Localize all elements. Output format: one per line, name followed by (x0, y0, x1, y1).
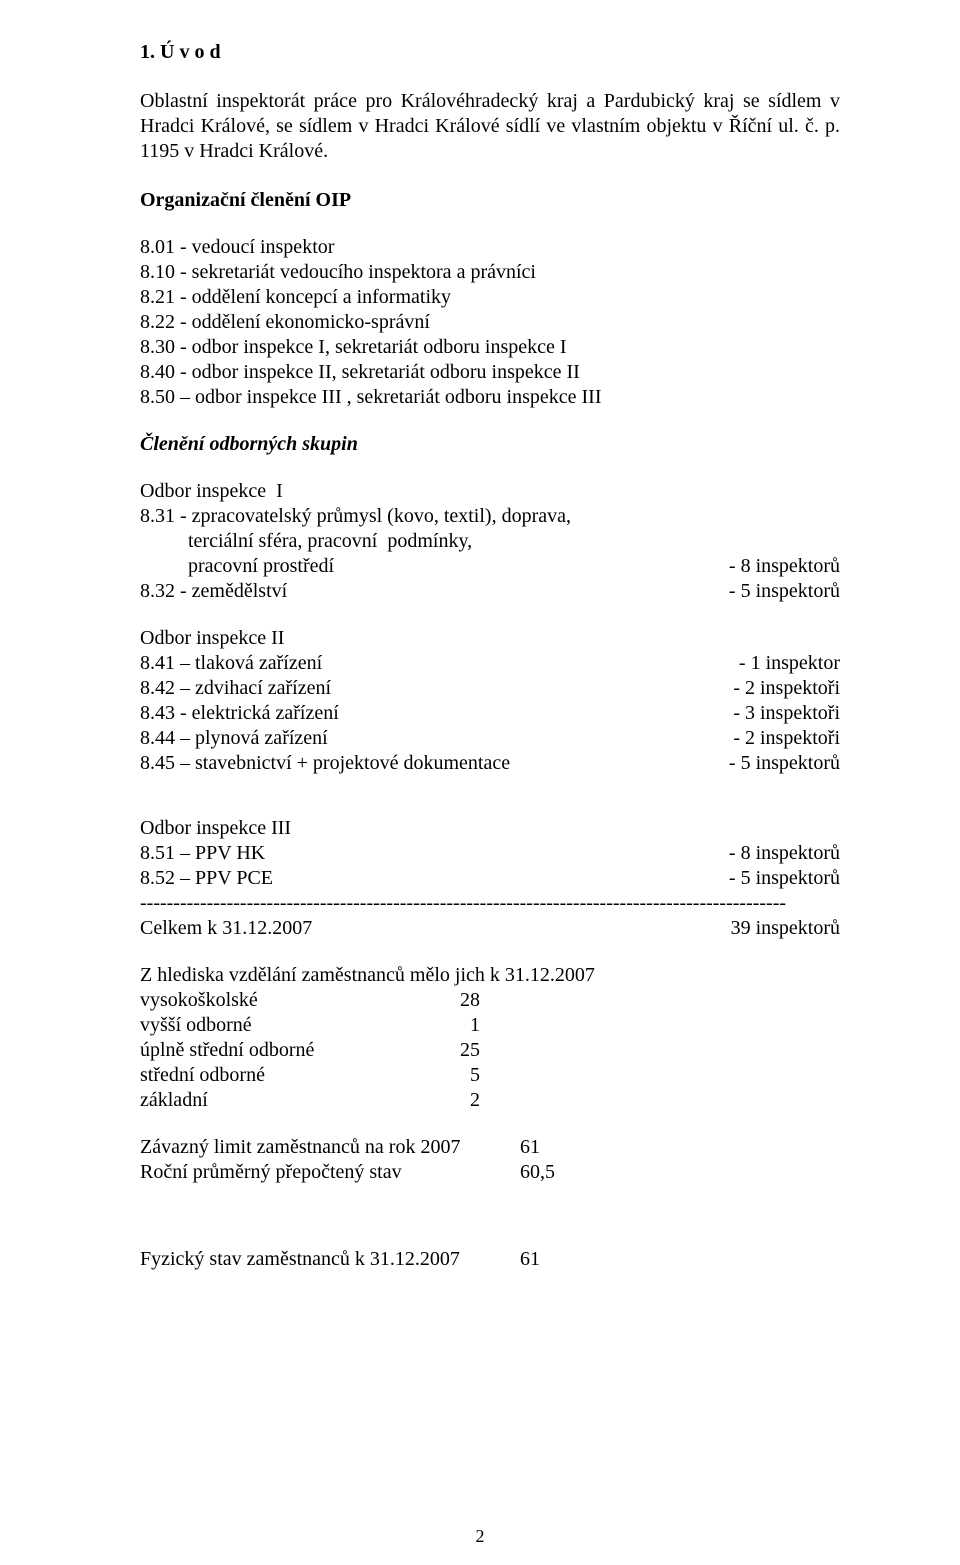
limit-value: 61 (520, 1135, 580, 1160)
edu-label: střední odborné (140, 1063, 420, 1088)
odbor-iii-title: Odbor inspekce III (140, 816, 840, 841)
edu-value: 25 (420, 1038, 480, 1063)
limit-label: Roční průměrný přepočtený stav (140, 1160, 520, 1185)
edu-value: 5 (420, 1063, 480, 1088)
row-left: 8.32 - zemědělství (140, 579, 729, 604)
limit-label: Závazný limit zaměstnanců na rok 2007 (140, 1135, 520, 1160)
odbor-ii-row: 8.42 – zdvihací zařízení - 2 inspektoři (140, 676, 840, 701)
row-right: - 8 inspektorů (729, 841, 840, 866)
physical-staff-row: Fyzický stav zaměstnanců k 31.12.2007 61 (140, 1247, 840, 1272)
odbor-i-line: 8.31 - zpracovatelský průmysl (kovo, tex… (140, 504, 840, 529)
row-right: - 2 inspektoři (733, 726, 840, 751)
row-right: - 8 inspektorů (729, 554, 840, 579)
table-row: vysokoškolské 28 (140, 988, 840, 1013)
row-left: 8.45 – stavebnictví + projektové dokumen… (140, 751, 729, 776)
total-left: Celkem k 31.12.2007 (140, 916, 731, 941)
org-line: 8.10 - sekretariát vedoucího inspektora … (140, 260, 840, 285)
row-left: 8.52 – PPV PCE (140, 866, 729, 891)
row-left: 8.41 – tlaková zařízení (140, 651, 739, 676)
table-row: úplně střední odborné 25 (140, 1038, 840, 1063)
odbor-ii-row: 8.43 - elektrická zařízení - 3 inspektoř… (140, 701, 840, 726)
edu-value: 2 (420, 1088, 480, 1113)
edu-value: 1 (420, 1013, 480, 1038)
odbor-i-row: 8.32 - zemědělství - 5 inspektorů (140, 579, 840, 604)
intro-paragraph: Oblastní inspektorát práce pro Královéhr… (140, 89, 840, 164)
row-right: - 3 inspektoři (733, 701, 840, 726)
education-block: Z hlediska vzdělání zaměstnanců mělo jic… (140, 963, 840, 1113)
row-right: - 1 inspektor (739, 651, 840, 676)
table-row: vyšší odborné 1 (140, 1013, 840, 1038)
org-line: 8.21 - oddělení koncepcí a informatiky (140, 285, 840, 310)
row-left: 8.51 – PPV HK (140, 841, 729, 866)
edu-label: vysokoškolské (140, 988, 420, 1013)
odbor-i-block: Odbor inspekce I 8.31 - zpracovatelský p… (140, 479, 840, 604)
row-right: - 2 inspektoři (733, 676, 840, 701)
odbor-ii-row: 8.44 – plynová zařízení - 2 inspektoři (140, 726, 840, 751)
row-right: - 5 inspektorů (729, 751, 840, 776)
row-left: 8.44 – plynová zařízení (140, 726, 733, 751)
org-line: 8.50 – odbor inspekce III , sekretariát … (140, 385, 840, 410)
odbor-ii-title: Odbor inspekce II (140, 626, 840, 651)
edu-label: základní (140, 1088, 420, 1113)
odbor-i-title: Odbor inspekce I (140, 479, 840, 504)
org-line: 8.30 - odbor inspekce I, sekretariát odb… (140, 335, 840, 360)
phys-value: 61 (520, 1247, 580, 1272)
edu-value: 28 (420, 988, 480, 1013)
total-row: Celkem k 31.12.2007 39 inspektorů (140, 916, 840, 941)
edu-label: úplně střední odborné (140, 1038, 420, 1063)
org-structure-list: 8.01 - vedoucí inspektor 8.10 - sekretar… (140, 235, 840, 410)
edu-label: vyšší odborné (140, 1013, 420, 1038)
row-left: 8.43 - elektrická zařízení (140, 701, 733, 726)
odbor-iii-row: 8.52 – PPV PCE - 5 inspektorů (140, 866, 840, 891)
section-heading: 1. Ú v o d (140, 40, 840, 65)
org-line: 8.40 - odbor inspekce II, sekretariát od… (140, 360, 840, 385)
table-row: střední odborné 5 (140, 1063, 840, 1088)
row-left: 8.42 – zdvihací zařízení (140, 676, 733, 701)
limits-block: Závazný limit zaměstnanců na rok 2007 61… (140, 1135, 840, 1185)
row-right: - 5 inspektorů (729, 579, 840, 604)
org-line: 8.22 - oddělení ekonomicko-správní (140, 310, 840, 335)
table-row: Roční průměrný přepočtený stav 60,5 (140, 1160, 840, 1185)
odbor-i-row: pracovní prostředí - 8 inspektorů (140, 554, 840, 579)
limit-value: 60,5 (520, 1160, 580, 1185)
odbor-ii-block: Odbor inspekce II 8.41 – tlaková zařízen… (140, 626, 840, 776)
odbor-iii-block: Odbor inspekce III 8.51 – PPV HK - 8 ins… (140, 816, 840, 891)
page-number: 2 (0, 1525, 960, 1548)
groups-heading: Členění odborných skupin (140, 432, 840, 457)
total-right: 39 inspektorů (731, 916, 840, 941)
table-row: Závazný limit zaměstnanců na rok 2007 61 (140, 1135, 840, 1160)
education-title: Z hlediska vzdělání zaměstnanců mělo jic… (140, 963, 840, 988)
org-structure-heading: Organizační členění OIP (140, 188, 840, 213)
odbor-i-line-indent: terciální sféra, pracovní podmínky, (140, 529, 840, 554)
separator-dashes: ----------------------------------------… (140, 891, 840, 916)
table-row: základní 2 (140, 1088, 840, 1113)
row-left: pracovní prostředí (140, 554, 729, 579)
odbor-iii-row: 8.51 – PPV HK - 8 inspektorů (140, 841, 840, 866)
document-page: 1. Ú v o d Oblastní inspektorát práce pr… (0, 0, 960, 1565)
odbor-ii-row: 8.41 – tlaková zařízení - 1 inspektor (140, 651, 840, 676)
phys-label: Fyzický stav zaměstnanců k 31.12.2007 (140, 1247, 520, 1272)
odbor-ii-row: 8.45 – stavebnictví + projektové dokumen… (140, 751, 840, 776)
row-right: - 5 inspektorů (729, 866, 840, 891)
org-line: 8.01 - vedoucí inspektor (140, 235, 840, 260)
